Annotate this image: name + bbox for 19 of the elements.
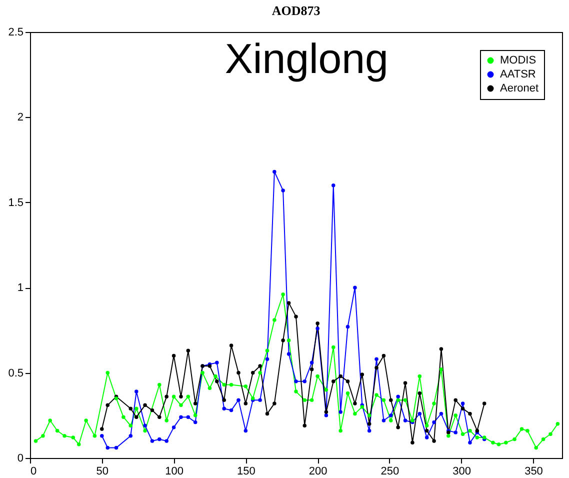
chart-title: AOD873 (272, 3, 321, 18)
x-tick-label: 200 (308, 466, 328, 478)
legend-label: AATSR (500, 68, 536, 80)
x-tick-label: 150 (236, 466, 256, 478)
y-tick-label: 2.5 (8, 26, 24, 38)
legend-label: Aeronet (500, 82, 539, 94)
y-tick-label: 0.5 (8, 367, 24, 380)
x-tick-label: 250 (380, 466, 400, 478)
annotation: Xinglong (224, 35, 388, 82)
y-tick-label: 0 (17, 452, 24, 464)
legend-label: MODIS (500, 54, 536, 66)
x-tick-label: 0 (30, 466, 37, 478)
y-tick-label: 1.5 (8, 196, 24, 209)
x-tick-label: 50 (96, 466, 109, 478)
y-tick-label: 2 (17, 112, 24, 124)
x-tick-label: 300 (452, 466, 472, 478)
x-tick-label: 350 (524, 466, 543, 478)
y-tick-label: 1 (17, 282, 24, 294)
x-tick-label: 100 (165, 466, 184, 478)
